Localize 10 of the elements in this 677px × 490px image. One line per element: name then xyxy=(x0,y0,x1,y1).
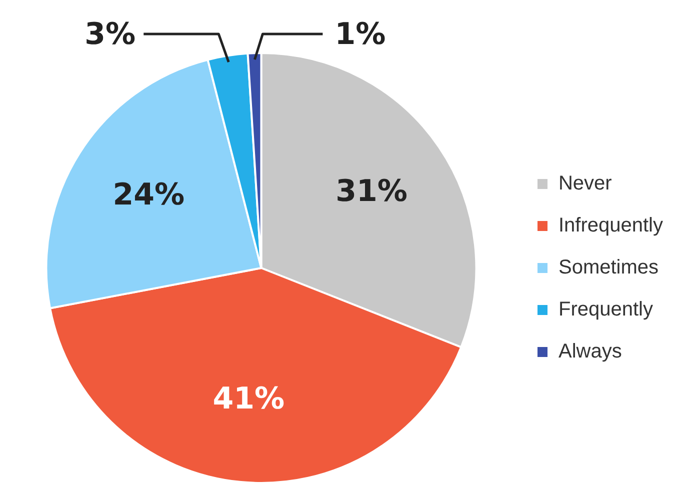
data-label: 31% xyxy=(336,174,408,209)
legend-label: Sometimes xyxy=(558,256,659,279)
legend-label: Always xyxy=(558,340,622,363)
legend-label: Infrequently xyxy=(558,214,664,237)
data-label: 41% xyxy=(212,382,285,417)
legend-label: Never xyxy=(558,172,612,195)
data-label: 1% xyxy=(334,16,386,52)
data-label: 3% xyxy=(84,16,136,52)
legend-label: Frequently xyxy=(558,298,653,321)
data-label: 24% xyxy=(112,177,185,212)
